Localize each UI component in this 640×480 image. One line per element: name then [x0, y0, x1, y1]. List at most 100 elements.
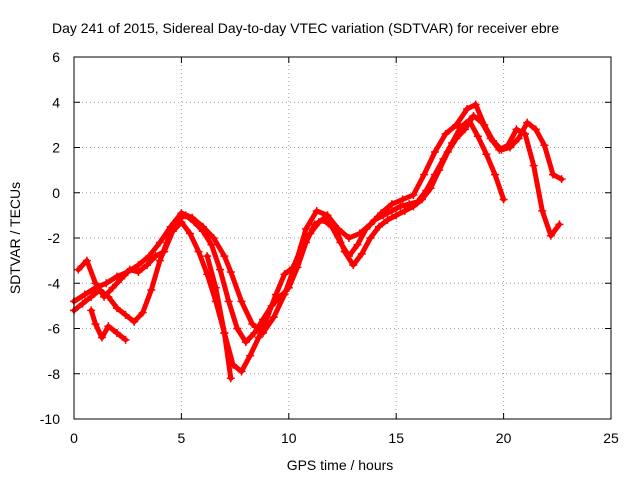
data-point [357, 249, 366, 258]
data-point [134, 261, 143, 270]
data-point [211, 283, 220, 292]
y-tick-label: -4 [48, 275, 61, 291]
data-point [383, 215, 392, 224]
data-point [555, 220, 564, 229]
data-point [362, 224, 371, 233]
data-point [306, 229, 315, 238]
data-point [112, 329, 121, 338]
data-point [125, 265, 134, 274]
data-point [112, 304, 121, 313]
data-point [546, 231, 555, 240]
data-point [478, 118, 487, 127]
y-tick-labels: -10 -8 -6 -4 -2 0 2 4 6 [40, 49, 60, 427]
x-tick-labels: 0 5 10 15 20 25 [70, 430, 619, 446]
data-point [87, 306, 96, 315]
x-axis-label: GPS time / hours [287, 457, 394, 473]
data-point [233, 324, 242, 333]
data-point [512, 125, 521, 134]
data-point [248, 319, 257, 328]
y-tick-label: 4 [52, 94, 60, 110]
y-tick-label: -2 [48, 230, 61, 246]
data-point [540, 141, 549, 150]
data-point [499, 195, 508, 204]
data-point [460, 125, 469, 134]
data-point [216, 265, 225, 274]
data-point [353, 240, 362, 249]
data-point [392, 211, 401, 220]
data-point [130, 317, 139, 326]
data-point [417, 195, 426, 204]
y-tick-label: 6 [52, 49, 60, 65]
data-point [224, 297, 233, 306]
data-point [177, 218, 186, 227]
y-tick-label: -8 [48, 366, 61, 382]
data-point [250, 329, 259, 338]
data-point [289, 263, 298, 272]
data-point [398, 195, 407, 204]
data-point [100, 292, 109, 301]
data-point [194, 247, 203, 256]
data-point [254, 333, 263, 342]
data-point [117, 274, 126, 283]
data-point [473, 132, 482, 141]
data-point [463, 105, 472, 114]
data-point [452, 134, 461, 143]
data-point [271, 290, 280, 299]
data-point [121, 310, 130, 319]
data-point [151, 252, 160, 261]
data-point [314, 218, 323, 227]
data-point [491, 170, 500, 179]
data-point [263, 313, 272, 322]
data-point [87, 292, 96, 301]
data-point [396, 202, 405, 211]
data-point [523, 118, 532, 127]
data-point [400, 206, 409, 215]
data-point [482, 150, 491, 159]
data-point [181, 211, 190, 220]
data-point [147, 286, 156, 295]
data-point [160, 247, 169, 256]
data-point [190, 218, 199, 227]
data-point [82, 256, 91, 265]
data-point [301, 224, 310, 233]
chart-title: Day 241 of 2015, Sidereal Day-to-day VTE… [52, 20, 559, 36]
data-point [237, 367, 246, 376]
data-point [471, 100, 480, 109]
data-point [203, 252, 212, 261]
data-point [121, 335, 130, 344]
x-tick-label: 0 [70, 430, 78, 446]
x-tick-label: 5 [178, 430, 186, 446]
data-point [80, 290, 89, 299]
data-point [456, 123, 465, 132]
data-point [207, 240, 216, 249]
data-point [549, 170, 558, 179]
data-point [312, 206, 321, 215]
data-point [97, 333, 106, 342]
data-point [370, 215, 379, 224]
data-point [155, 238, 164, 247]
data-point [366, 234, 375, 242]
data-point [112, 272, 121, 281]
data-point [503, 141, 512, 150]
data-point [226, 374, 235, 383]
data-point [409, 191, 418, 200]
data-point [78, 299, 87, 308]
y-tick-label: 2 [52, 140, 60, 156]
data-point [557, 175, 566, 184]
data-point [246, 351, 255, 360]
data-point [74, 265, 83, 274]
data-point [143, 261, 152, 270]
data-point [387, 200, 396, 209]
data-point [420, 170, 429, 179]
data-point [241, 338, 250, 347]
data-point [237, 297, 246, 306]
data-point [155, 256, 164, 265]
data-point [409, 202, 418, 211]
data-point [521, 129, 530, 138]
grid [74, 57, 611, 419]
data-point [486, 134, 495, 143]
data-point [387, 206, 396, 215]
data-point [514, 134, 523, 143]
y-tick-label: -10 [40, 411, 60, 427]
